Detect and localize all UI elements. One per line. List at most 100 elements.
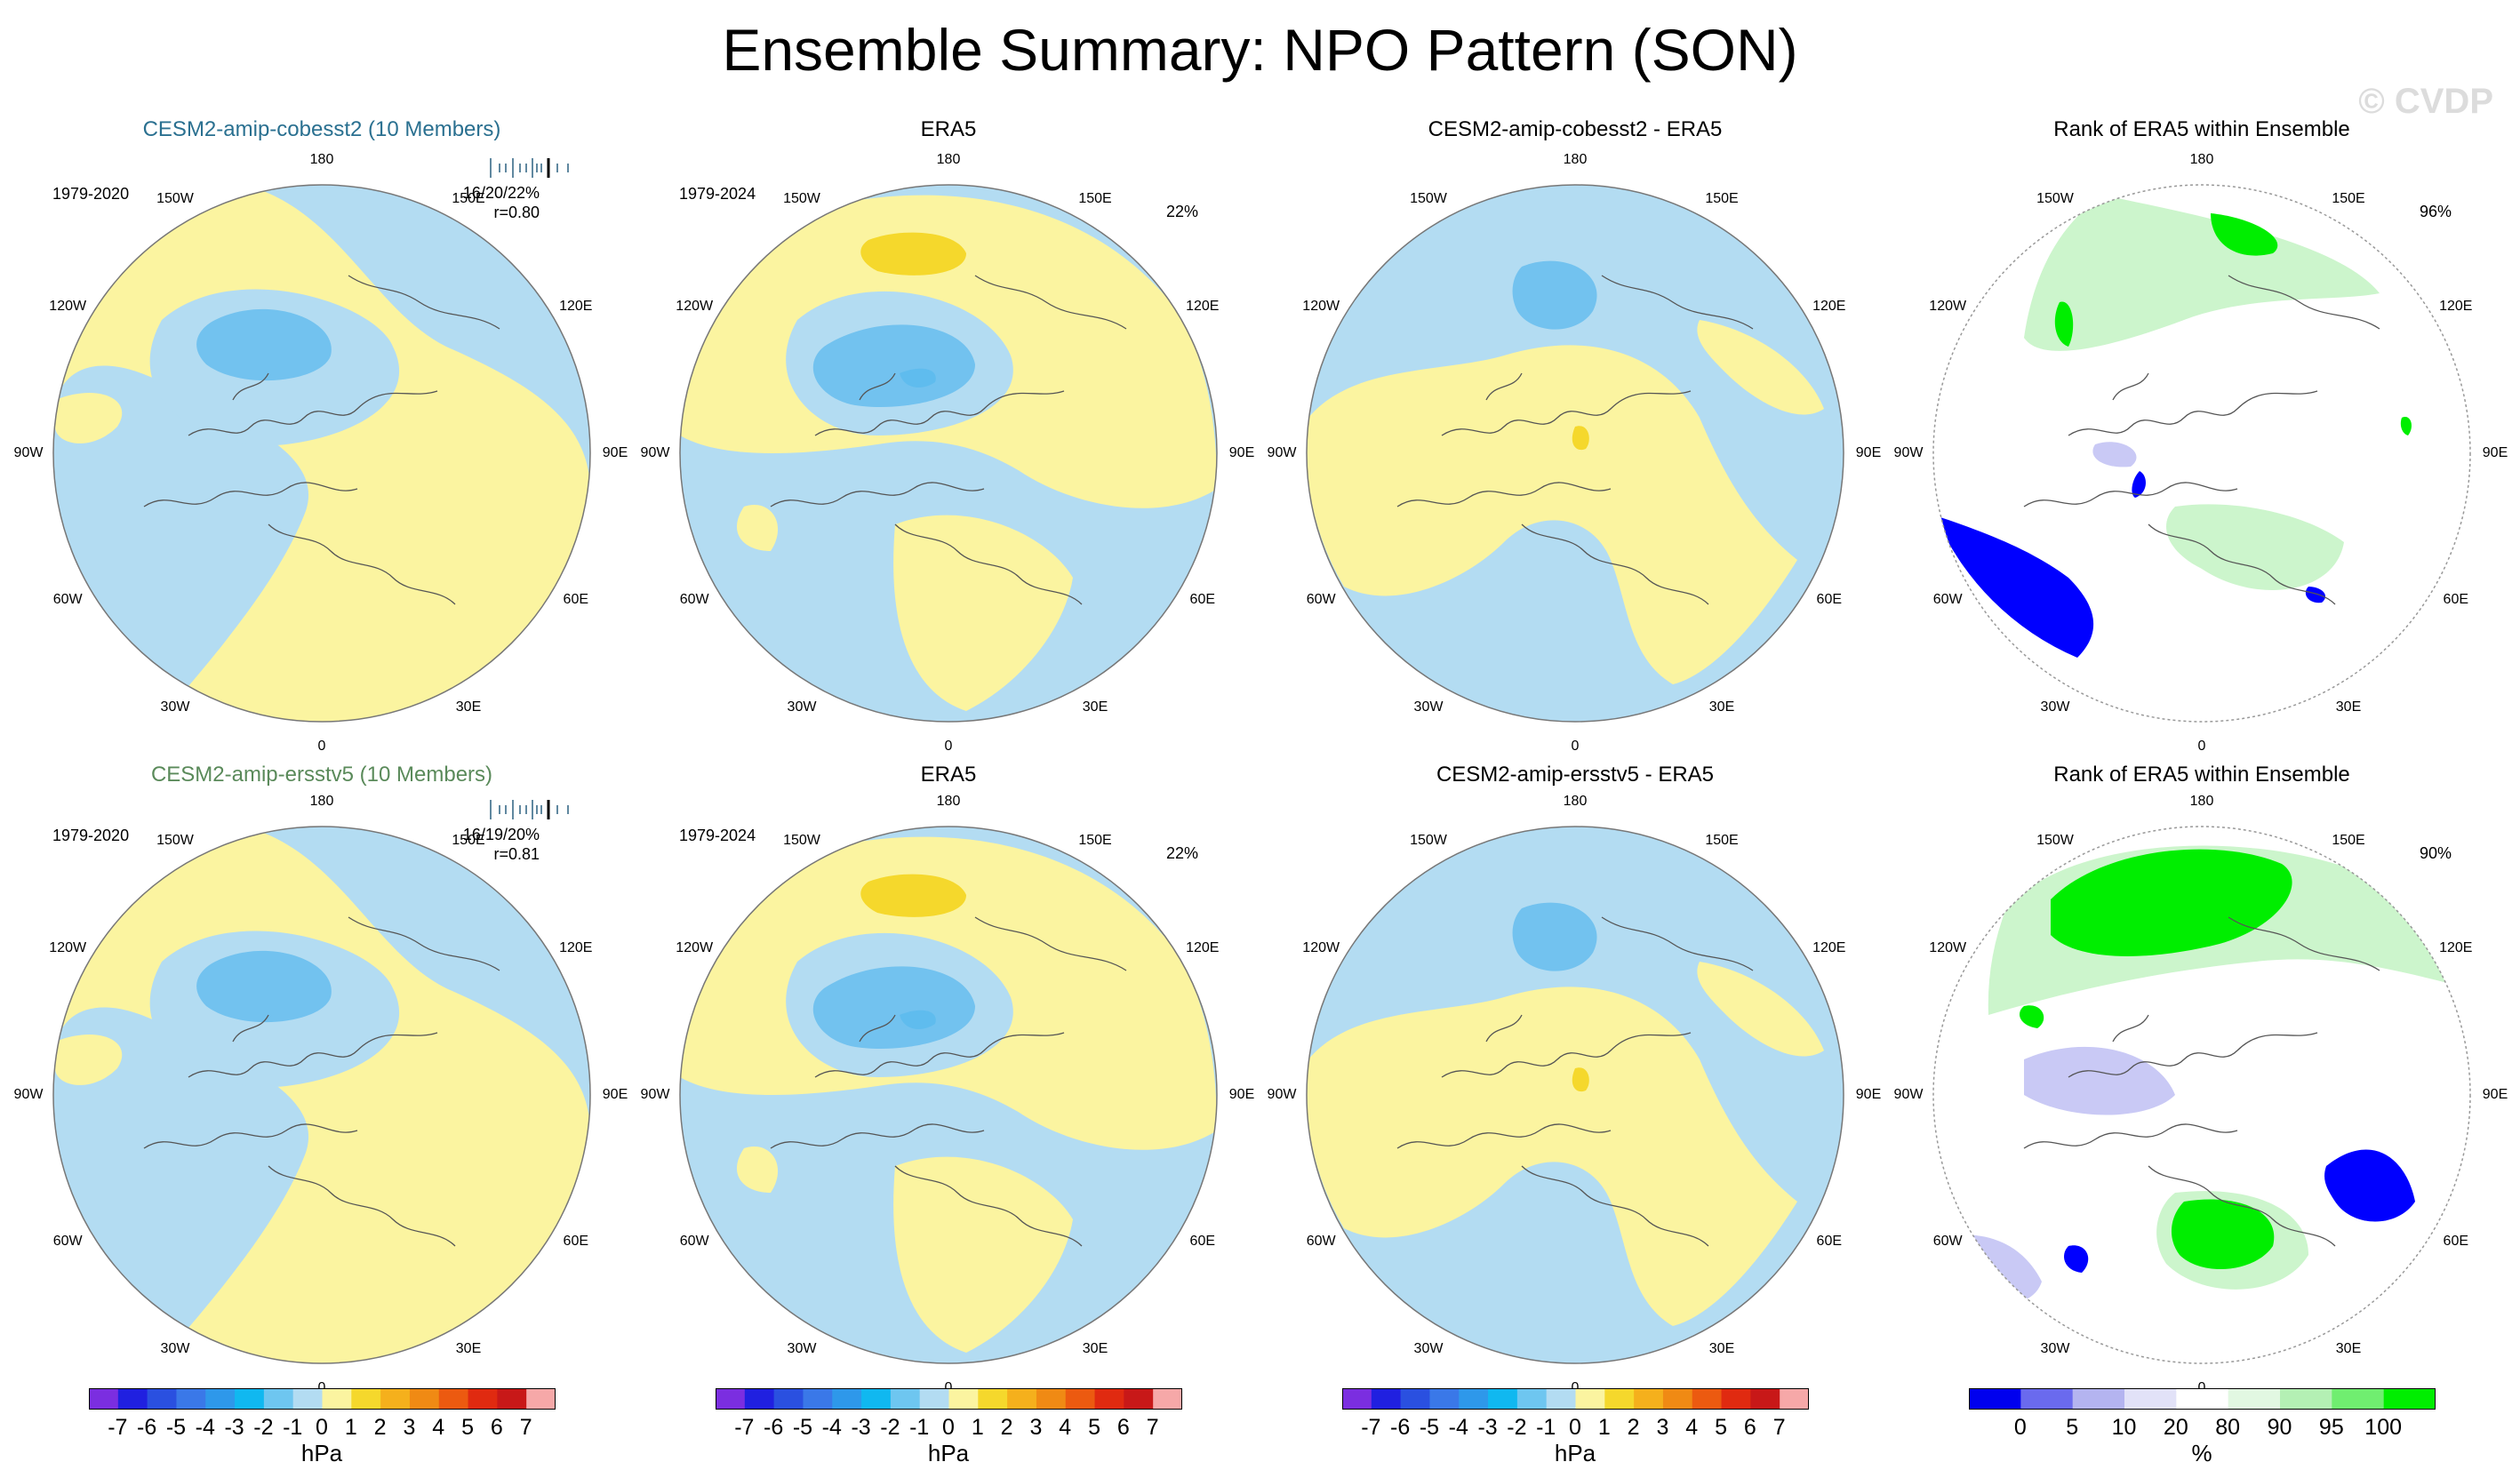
colorbar-tick-label: 20: [2163, 1415, 2188, 1440]
longitude-label: 90E: [1855, 1087, 1882, 1102]
longitude-label: 30E: [455, 699, 482, 715]
period-label-r0-c0: 1979-2020: [52, 185, 130, 203]
period-label-r1-c0: 1979-2020: [52, 827, 130, 844]
longitude-label: 90W: [13, 445, 44, 460]
longitude-label: 90W: [1267, 1087, 1297, 1102]
contour-region-5: [2132, 471, 2146, 498]
colorbar-tick-label: 6: [490, 1415, 503, 1440]
contour-region-2: [2020, 1005, 2044, 1028]
longitude-label: 0: [317, 739, 326, 754]
longitude-label: 150E: [2332, 191, 2365, 207]
colorbar-swatch: [1516, 1388, 1547, 1410]
ensemble-stats-r1: 16/19/20%: [462, 826, 540, 843]
colorbar-swatch: [117, 1388, 148, 1410]
longitude-label: 30W: [2040, 1340, 2070, 1356]
colorbar-tick-label: 1: [971, 1415, 984, 1440]
colorbar-tick-label: 80: [2215, 1415, 2241, 1440]
contour-region-0: [1307, 345, 1797, 684]
colorbar-swatch: [1065, 1388, 1095, 1410]
contour-region-1: [1697, 962, 1824, 1057]
colorbar-tick-label: 5: [1088, 1415, 1101, 1440]
colorbar-tick-label: 5: [1715, 1415, 1728, 1440]
colorbar-tick-label: -7: [1361, 1415, 1381, 1440]
colorbar-tick-label: 4: [1685, 1415, 1699, 1440]
colorbar-tick-label: -3: [1477, 1415, 1498, 1440]
colorbar-swatch: [1458, 1388, 1489, 1410]
longitude-label: 60E: [563, 592, 589, 607]
longitude-label: 60W: [679, 1234, 709, 1249]
colorbar-swatch: [234, 1388, 264, 1410]
period-label-r1-c1: 1979-2024: [679, 827, 756, 844]
ensemble-spread-strip-r1: [490, 800, 569, 819]
variance-pct-r1-c3: 90%: [2420, 844, 2452, 862]
longitude-label: 120E: [2439, 940, 2473, 955]
longitude-label: 150E: [1078, 191, 1112, 207]
longitude-label: 120W: [49, 299, 87, 314]
contour-region-0: [2024, 196, 2380, 351]
colorbar-swatch: [2331, 1388, 2384, 1410]
longitude-label: 120W: [1302, 940, 1340, 955]
colorbar-swatch: [2279, 1388, 2332, 1410]
pattern-corr-r1: r=0.81: [493, 845, 540, 863]
colorbar-swatch: [1006, 1388, 1036, 1410]
longitude-label: 120W: [676, 299, 714, 314]
longitude-label: 120W: [676, 940, 714, 955]
longitude-label: 90E: [1228, 1087, 1255, 1102]
colorbar-swatch: [744, 1388, 774, 1410]
longitude-label: 120E: [2439, 299, 2473, 314]
colorbar-tick-label: -6: [764, 1415, 784, 1440]
longitude-label: 180: [2189, 152, 2214, 167]
colorbar-tick-label: -1: [909, 1415, 930, 1440]
colorbar-tick-label: -1: [1536, 1415, 1556, 1440]
longitude-label: 60E: [1816, 1234, 1843, 1249]
longitude-label: 0: [317, 1380, 326, 1395]
colorbar-tick-label: -5: [165, 1415, 187, 1440]
colorbar-tick-label: 6: [1743, 1415, 1756, 1440]
panel-title-r0-c2: CESM2-amip-cobesst2 - ERA5: [1428, 117, 1723, 141]
colorbar-tick-label: 0: [1569, 1415, 1581, 1440]
colorbar-tick-label: -1: [283, 1415, 303, 1440]
colorbar-swatch: [1123, 1388, 1154, 1410]
contour-region-1: [893, 515, 1073, 711]
colorbar-swatch: [204, 1388, 236, 1410]
longitude-label: 90W: [13, 1087, 44, 1102]
colorbar-swatch: [1400, 1388, 1430, 1410]
colorbar-unit: %: [2191, 1440, 2212, 1466]
variance-pct-r0-c1: 22%: [1166, 203, 1199, 220]
colorbar-swatch: [1575, 1388, 1605, 1410]
colorbar-swatch: [2020, 1388, 2073, 1410]
longitude-label: 120E: [1186, 299, 1220, 314]
colorbar-tick-label: 95: [2318, 1415, 2344, 1440]
contour-region-5: [2324, 1149, 2415, 1222]
longitude-label: 90E: [2482, 445, 2508, 460]
colorbar-swatch: [715, 1388, 745, 1410]
contour-region-6: [900, 1010, 936, 1029]
longitude-label: 150W: [156, 833, 194, 849]
longitude-label: 60W: [52, 1234, 83, 1249]
colorbar-tick-label: -3: [224, 1415, 244, 1440]
colorbar-tick-label: 7: [519, 1415, 532, 1440]
contour-region-6: [2305, 587, 2326, 603]
watermark: © CVDP: [2358, 82, 2493, 121]
colorbar-tick-label: 5: [461, 1415, 475, 1440]
colorbar-swatch: [88, 1388, 118, 1410]
variance-pct-r0-c3: 96%: [2420, 203, 2452, 220]
polar-map-r0-c0: [52, 184, 591, 723]
colorbar-swatch: [1721, 1388, 1751, 1410]
ensemble-stats-r0: 16/20/22%: [462, 184, 540, 202]
longitude-label: 30W: [1413, 1340, 1444, 1356]
longitude-label: 150W: [1410, 833, 1447, 849]
longitude-label: 30W: [787, 699, 817, 715]
contour-region-5: [860, 874, 966, 917]
longitude-label: 60E: [1189, 1234, 1216, 1249]
longitude-label: 180: [1563, 794, 1588, 809]
contour-region-3: [2166, 504, 2344, 590]
longitude-label: 30E: [1082, 699, 1108, 715]
colorbar-tick-label: 6: [1116, 1415, 1130, 1440]
contour-region-5: [860, 232, 966, 276]
colorbar-swatch: [2383, 1388, 2436, 1410]
longitude-label: 60E: [1816, 592, 1843, 607]
longitude-label: 90W: [640, 1087, 670, 1102]
longitude-label: 60W: [1932, 592, 1963, 607]
colorbar-swatch: [1662, 1388, 1692, 1410]
